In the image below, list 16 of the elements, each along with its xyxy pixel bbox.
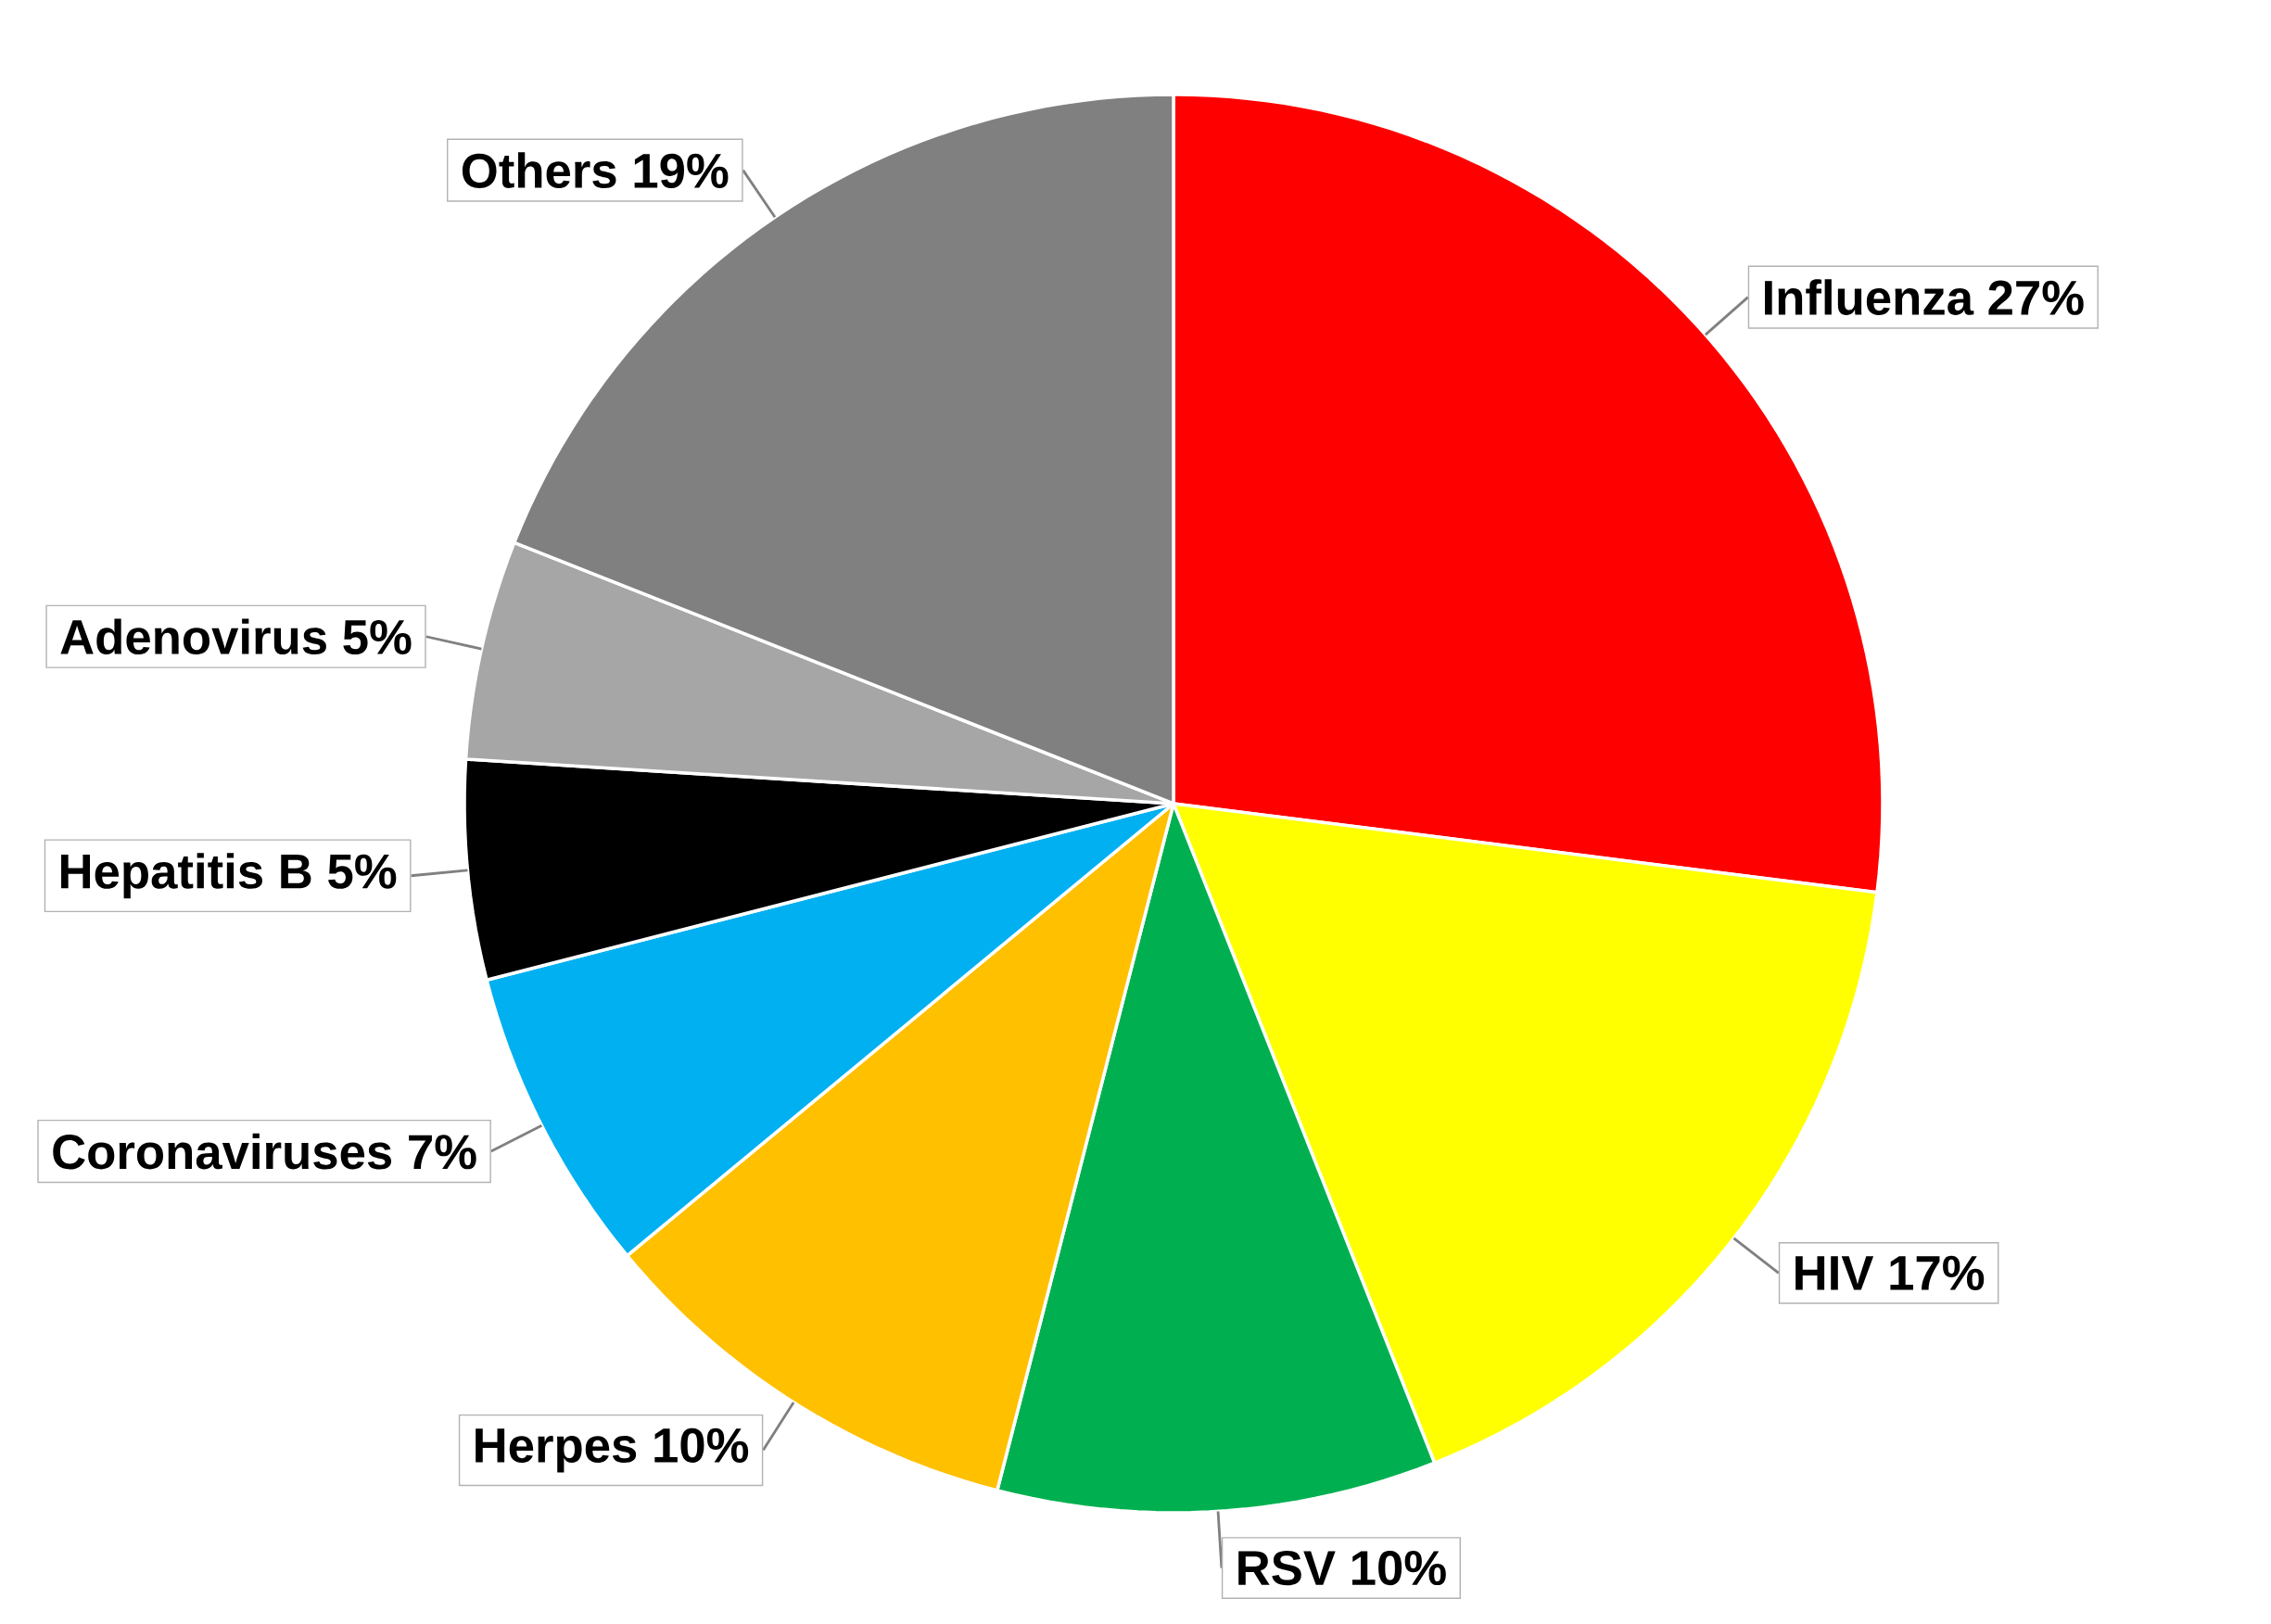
- slice-label: RSV: [1238, 1550, 1336, 1586]
- slice-label: HIV: [1795, 1256, 1874, 1290]
- data-label: 27%: [1988, 280, 2084, 315]
- slice-label: Influenza: [1765, 279, 1974, 315]
- data-label: 7%: [409, 1135, 476, 1170]
- data-label: 10%: [1352, 1550, 1446, 1586]
- slice-label: Others: [462, 152, 616, 188]
- slice-label: Herpes: [476, 1428, 637, 1473]
- slice-label: Coronaviruses: [53, 1133, 392, 1170]
- data-label: 5%: [328, 854, 397, 889]
- data-label: 10%: [654, 1427, 749, 1463]
- data-label: 19%: [634, 153, 729, 188]
- data-label: 5%: [343, 619, 412, 655]
- data-label: 17%: [1890, 1255, 1985, 1290]
- slice-label: Adenovirus: [60, 618, 326, 655]
- slice-label: Hepatitis B: [61, 853, 311, 899]
